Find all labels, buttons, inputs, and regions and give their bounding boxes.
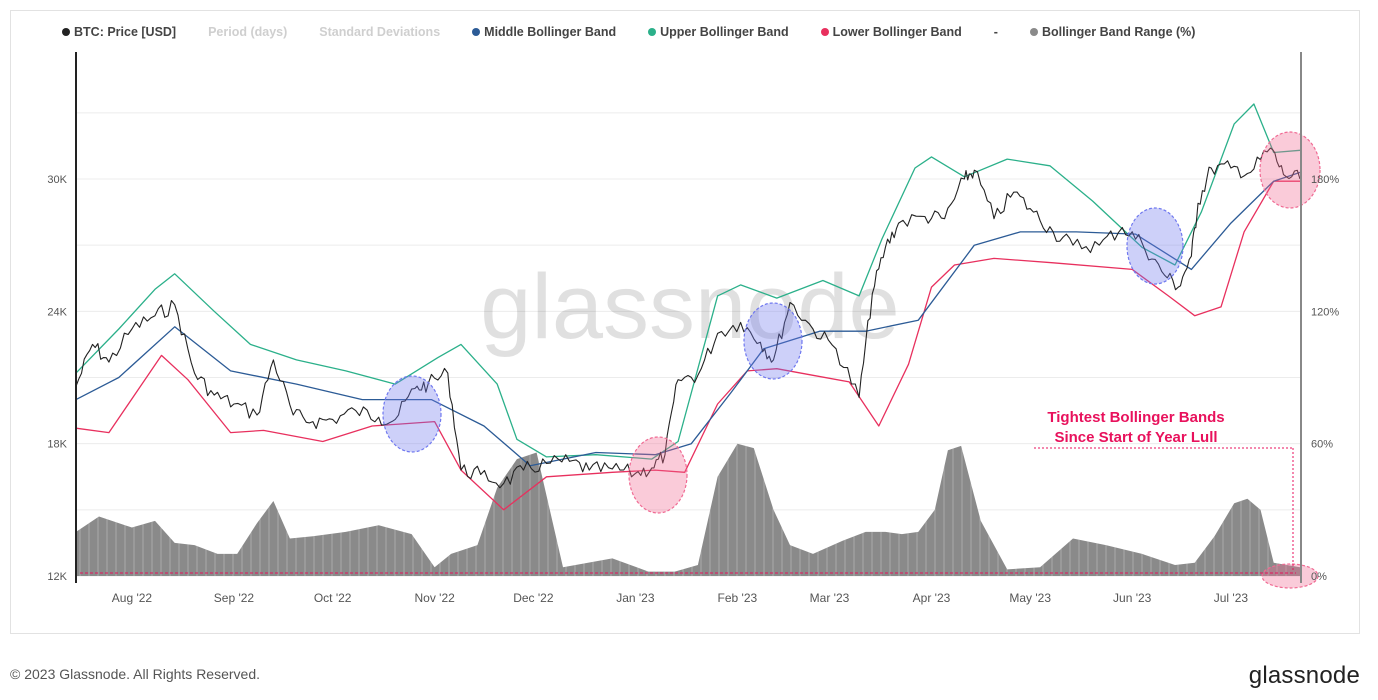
x-tick-label: Jul '23 [1214, 591, 1249, 605]
highlight-circle-feb [743, 302, 803, 380]
legend-label-dash: - [993, 25, 998, 39]
btc-price-line [75, 147, 1301, 489]
upper-band-series [75, 103, 1301, 460]
legend-dot-lower-band [820, 28, 829, 36]
x-tick-label: Jun '23 [1113, 591, 1152, 605]
legend-dot-btc-price [62, 28, 70, 36]
legend-item-middle-band[interactable]: Middle Bollinger Band [472, 25, 616, 39]
highlight-circle-jan [628, 436, 688, 514]
legend-label-btc-price: BTC: Price [USD] [74, 25, 177, 39]
brand-logo: glassnode [1248, 662, 1360, 689]
legend-item-lower-band[interactable]: Lower Bollinger Band [820, 25, 962, 39]
x-tick-label: Aug '22 [112, 591, 153, 605]
x-tick-label: Sep '22 [214, 591, 255, 605]
copyright-footer: © 2023 Glassnode. All Rights Reserved. [10, 666, 261, 682]
y-right-tick-label: 0% [1311, 571, 1327, 583]
highlight-circle-oct [382, 375, 442, 453]
chart-frame [10, 10, 1360, 634]
legend-item-period[interactable]: Period (days) [208, 25, 287, 39]
legend-label-band-range: Bollinger Band Range (%) [1041, 25, 1196, 39]
y-left-tick-label: 12K [47, 571, 67, 583]
x-tick-label: Feb '23 [718, 591, 758, 605]
chart-legend: BTC: Price [USD] Period (days) Standard … [62, 22, 1227, 42]
y-right-tick-label: 120% [1311, 306, 1339, 318]
annotation-line-1: Tightest Bollinger Bands [1047, 409, 1224, 426]
legend-dot-upper-band [648, 28, 657, 36]
y-right-tick-label: 60% [1311, 439, 1333, 451]
x-tick-label: Dec '22 [513, 591, 554, 605]
highlight-circle-range [1261, 563, 1319, 589]
upper-band-line [75, 103, 1301, 460]
legend-label-stdev: Standard Deviations [319, 25, 441, 39]
legend-item-band-range[interactable]: Bollinger Band Range (%) [1029, 25, 1196, 39]
btc-price-series [75, 147, 1301, 489]
y-left-tick-label: 24K [47, 306, 67, 318]
legend-item-dash: - [994, 25, 998, 39]
x-tick-label: Jan '23 [616, 591, 655, 605]
highlight-circle-jul [1259, 131, 1321, 209]
watermark: glassnode [480, 256, 899, 358]
legend-label-lower-band: Lower Bollinger Band [832, 25, 962, 39]
y-right-tick-label: 180% [1311, 174, 1339, 186]
x-tick-label: May '23 [1009, 591, 1051, 605]
band-range-area [76, 443, 1300, 576]
x-tick-label: Oct '22 [314, 591, 352, 605]
y-left-tick-label: 30K [47, 174, 67, 186]
annotation-line-2: Since Start of Year Lull [1054, 429, 1217, 446]
middle-band-series [75, 171, 1301, 467]
x-tick-label: Nov '22 [414, 591, 455, 605]
legend-label-middle-band: Middle Bollinger Band [484, 25, 617, 39]
y-left-tick-label: 18K [47, 439, 67, 451]
legend-label-upper-band: Upper Bollinger Band [660, 25, 789, 39]
x-tick-label: Mar '23 [810, 591, 850, 605]
legend-item-upper-band[interactable]: Upper Bollinger Band [648, 25, 789, 39]
x-tick-label: Apr '23 [913, 591, 951, 605]
legend-item-btc-price[interactable]: BTC: Price [USD] [62, 25, 176, 39]
highlight-circle-jun [1126, 207, 1184, 285]
legend-dot-band-range [1029, 28, 1038, 36]
legend-dot-middle-band [472, 28, 481, 36]
legend-item-stdev[interactable]: Standard Deviations [319, 25, 440, 39]
middle-band-line [75, 171, 1301, 467]
legend-label-period: Period (days) [208, 25, 288, 39]
